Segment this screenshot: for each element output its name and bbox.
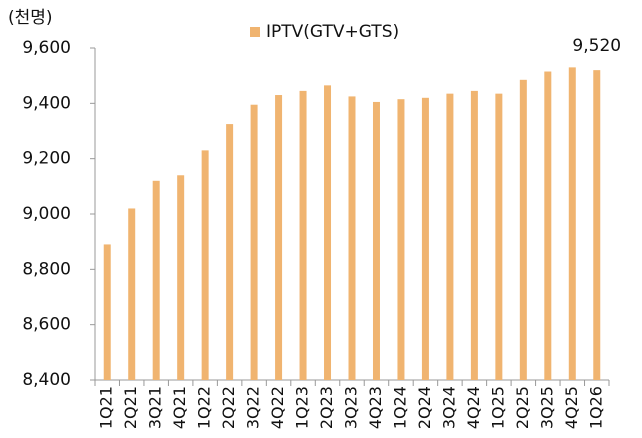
bar — [544, 71, 552, 381]
bar — [397, 99, 405, 380]
y-tick-label: 8,800 — [22, 259, 71, 279]
x-tick-label: 3Q22 — [244, 386, 263, 429]
bar — [593, 70, 601, 380]
x-tick-label: 3Q23 — [342, 386, 361, 429]
bar — [177, 175, 185, 380]
value-label: 9,520 — [572, 36, 621, 56]
bar — [372, 101, 380, 380]
x-tick-label: 4Q23 — [366, 386, 385, 429]
x-tick-label: 4Q24 — [464, 386, 483, 429]
bar — [568, 67, 576, 380]
x-tick-label: 1Q24 — [390, 386, 409, 429]
x-tick-label: 1Q21 — [97, 386, 116, 429]
bar — [446, 93, 454, 381]
bar — [275, 95, 283, 381]
bar — [128, 208, 136, 380]
x-tick-label: 4Q25 — [562, 386, 581, 429]
x-tick-label: 2Q24 — [415, 386, 434, 429]
x-tick-label: 2Q25 — [513, 386, 532, 429]
bar — [470, 90, 478, 380]
x-tick-label: 1Q22 — [195, 386, 214, 429]
y-tick-label: 9,600 — [22, 38, 71, 58]
y-tick-label: 8,400 — [22, 370, 71, 390]
x-tick-label: 3Q21 — [146, 386, 165, 429]
bar — [201, 150, 209, 380]
x-tick-label: 2Q23 — [317, 386, 336, 429]
y-tick-label: 9,000 — [22, 204, 71, 224]
legend-label: IPTV(GTV+GTS) — [266, 22, 399, 42]
bar — [324, 85, 332, 380]
bar — [519, 79, 527, 381]
bar — [348, 96, 356, 381]
x-tick-label: 3Q24 — [439, 386, 458, 429]
y-tick-label: 8,600 — [22, 315, 71, 335]
x-tick-label: 1Q26 — [586, 386, 605, 429]
bar — [103, 244, 111, 380]
x-tick-label: 4Q22 — [268, 386, 287, 429]
x-tick-label: 4Q21 — [170, 386, 189, 429]
x-tick-label: 2Q22 — [219, 386, 238, 429]
unit-label: (천명) — [8, 8, 53, 28]
x-tick-label: 1Q23 — [293, 386, 312, 429]
x-tick-label: 1Q25 — [488, 386, 507, 429]
bar — [421, 97, 429, 381]
x-tick-label: 2Q21 — [121, 386, 140, 429]
legend-swatch — [250, 27, 260, 37]
x-tick-label: 3Q25 — [537, 386, 556, 429]
bar — [226, 124, 234, 380]
y-tick-label: 9,200 — [22, 149, 71, 169]
bar — [152, 180, 160, 380]
bar — [299, 90, 307, 380]
bar — [250, 104, 258, 380]
y-tick-label: 9,400 — [22, 93, 71, 113]
bar — [495, 93, 503, 381]
